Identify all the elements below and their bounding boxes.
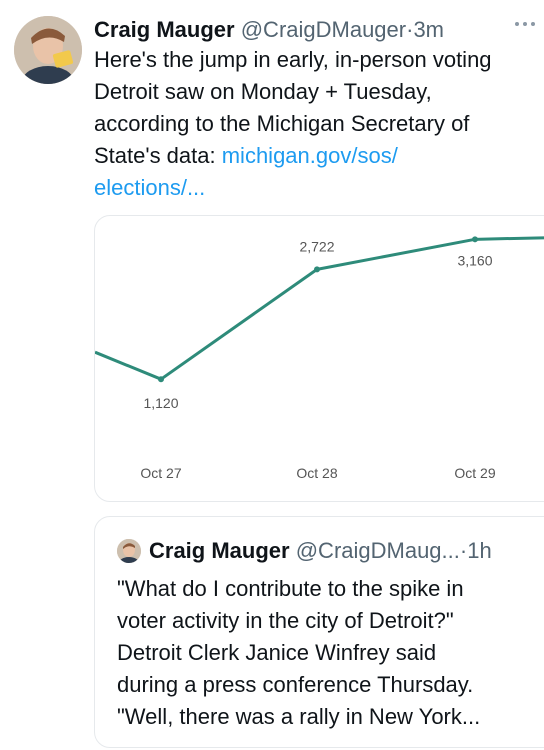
tweet-text-line: according to the Michigan Secretary of [94, 111, 470, 136]
avatar[interactable] [14, 16, 82, 84]
quoted-text-line: "What do I contribute to the spike in [117, 576, 464, 601]
data-label: 2,722 [299, 238, 334, 254]
quoted-text-line: during a press conference Thursday. [117, 672, 474, 697]
tweet-text-prefix: State's data: [94, 143, 222, 168]
x-tick-label: Oct 28 [296, 465, 337, 481]
author-handle[interactable]: @CraigDMauger [240, 17, 407, 42]
quoted-avatar [117, 539, 141, 563]
quoted-text-line: Detroit Clerk Janice Winfrey said [117, 640, 437, 665]
quoted-author-name: Craig Mauger [149, 538, 290, 563]
tweet-timestamp[interactable]: 3m [413, 17, 444, 42]
quoted-tweet[interactable]: Craig Mauger @CraigDMaug...·1h "What do … [94, 516, 544, 748]
separator-dot: · [459, 538, 468, 563]
tweet-text-line: State's data: michigan.gov/sos/ [94, 140, 544, 172]
tweet-link[interactable]: michigan.gov/sos/ [221, 143, 398, 168]
author-name[interactable]: Craig Mauger [94, 17, 235, 42]
tweet-text-line: Here's the jump in early, in-person voti… [94, 47, 492, 72]
data-point [158, 376, 164, 383]
quoted-text-line: voter activity in the city of Detroit?" [117, 608, 454, 633]
data-label: 3,160 [457, 252, 492, 268]
data-label: 1,120 [143, 395, 178, 411]
tweet-link-continued[interactable]: elections/... [94, 175, 206, 200]
chart-card[interactable]: 1,120 Oct 27 2,722 Oct 28 3,160 Oct 29 [94, 215, 544, 502]
quoted-author-handle: @CraigDMaug... [295, 538, 460, 563]
x-tick-label: Oct 29 [454, 465, 495, 481]
line-chart: 1,120 Oct 27 2,722 Oct 28 3,160 Oct 29 [95, 236, 544, 481]
tweet-text-line: Detroit saw on Monday + Tuesday, [94, 79, 432, 104]
quoted-header: Craig Mauger @CraigDMaug...·1h [149, 535, 492, 567]
data-point [314, 266, 320, 273]
tweet-header: Craig Mauger @CraigDMauger·3m [94, 14, 544, 46]
avatar-image [14, 16, 82, 84]
quoted-timestamp: 1h [467, 538, 492, 563]
data-point [472, 236, 478, 243]
x-tick-label: Oct 27 [140, 465, 181, 481]
quoted-text: "What do I contribute to the spike in vo… [117, 573, 544, 733]
quoted-text-line: "Well, there was a rally in New York... [117, 704, 481, 729]
ellipsis-icon[interactable] [514, 14, 536, 32]
separator-dot: · [406, 17, 414, 42]
tweet-text: Here's the jump in early, in-person voti… [94, 44, 544, 204]
